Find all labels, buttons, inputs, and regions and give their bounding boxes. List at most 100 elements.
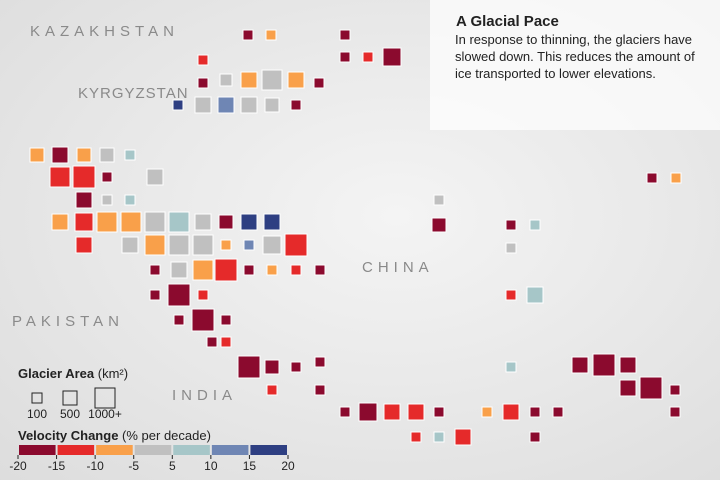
color-bin	[57, 445, 95, 455]
glacier-marker	[314, 356, 326, 368]
size-label: 500	[60, 407, 80, 421]
glacier-marker	[592, 353, 616, 377]
place-label: CHINA	[362, 259, 434, 276]
scale-label: 15	[243, 459, 257, 473]
glacier-marker	[505, 219, 517, 231]
glacier-marker	[261, 69, 283, 91]
glacier-marker	[124, 194, 136, 206]
glacier-marker	[124, 149, 136, 161]
glacier-marker	[505, 242, 517, 254]
glacier-marker	[481, 406, 493, 418]
glacier-marker	[191, 308, 215, 332]
color-bin	[173, 445, 210, 455]
glacier-marker	[670, 172, 682, 184]
glacier-marker	[220, 314, 232, 326]
scale-label: -5	[128, 459, 139, 473]
place-label: KAZAKHSTAN	[30, 23, 179, 40]
glacier-marker	[167, 283, 191, 307]
description-box: In response to thinning, the glaciers ha…	[455, 32, 695, 81]
glacier-marker	[76, 147, 92, 163]
scale-label: 20	[281, 459, 295, 473]
legend-title: Glacier Area (km²)	[18, 366, 128, 381]
glacier-marker	[290, 361, 302, 373]
glacier-marker	[358, 402, 378, 422]
glacier-marker	[505, 361, 517, 373]
glacier-marker	[242, 29, 254, 41]
glacier-marker	[149, 289, 161, 301]
velocity-title: Velocity Change	[18, 428, 118, 443]
glacier-marker	[220, 239, 232, 251]
glacier-marker	[314, 264, 326, 276]
glacier-marker	[173, 314, 185, 326]
place-label: KYRGYZSTAN	[78, 85, 189, 102]
glacier-marker	[619, 379, 637, 397]
glacier-marker	[646, 172, 658, 184]
glacier-marker	[51, 213, 69, 231]
glacier-marker	[263, 213, 281, 231]
glacier-marker	[243, 264, 255, 276]
glacier-marker	[669, 406, 681, 418]
scale-label: -20	[9, 459, 27, 473]
color-bin	[134, 445, 172, 455]
legend-title: Velocity Change (% per decade)	[18, 428, 211, 443]
glacier-marker	[339, 51, 351, 63]
size-swatch	[94, 387, 116, 409]
glacier-marker	[552, 406, 564, 418]
velocity-unit: (% per decade)	[122, 428, 211, 443]
glacier-marker	[101, 171, 113, 183]
glacier-marker	[529, 406, 541, 418]
glacier-marker	[172, 99, 184, 111]
glacier-marker	[284, 233, 308, 257]
glacier-marker	[287, 71, 305, 89]
glacier-marker	[101, 194, 113, 206]
size-swatch	[62, 390, 78, 406]
glacier-marker	[214, 258, 238, 282]
glacier-marker	[433, 431, 445, 443]
glacier-marker	[121, 236, 139, 254]
glacier-marker	[168, 234, 190, 256]
glacier-marker	[505, 289, 517, 301]
glacier-marker	[314, 384, 326, 396]
color-bin	[250, 445, 287, 455]
glacier-marker	[431, 217, 447, 233]
glacier-marker	[529, 431, 541, 443]
glacier-marker	[75, 236, 93, 254]
glacier-markers	[29, 29, 682, 446]
glacier-marker	[502, 403, 520, 421]
glacier-marker	[206, 336, 218, 348]
glacier-marker	[243, 239, 255, 251]
glacier-marker	[266, 384, 278, 396]
glacier-marker	[218, 214, 234, 230]
glacier-marker	[264, 359, 280, 375]
glacier-marker	[407, 403, 425, 421]
glacier-marker	[72, 165, 96, 189]
glacier-marker	[146, 168, 164, 186]
glacier-marker	[339, 406, 351, 418]
scale-label: 5	[169, 459, 176, 473]
size-swatch	[31, 392, 43, 404]
scale-label: 10	[204, 459, 218, 473]
size-label: 100	[27, 407, 47, 421]
glacier-marker	[433, 406, 445, 418]
glacier-marker	[454, 428, 472, 446]
glacier-marker	[410, 431, 422, 443]
color-bin	[19, 445, 56, 455]
glacier-marker	[192, 259, 214, 281]
glacier-marker	[194, 96, 212, 114]
glacier-marker	[170, 261, 188, 279]
title-panel	[430, 0, 720, 130]
title: A Glacial Pace	[456, 13, 559, 30]
color-bin	[211, 445, 249, 455]
glacier-marker	[168, 211, 190, 233]
glacier-marker	[362, 51, 374, 63]
glacier-marker	[120, 211, 142, 233]
glacier-marker	[382, 47, 402, 67]
glacier-marker	[49, 166, 71, 188]
glacier-marker	[266, 264, 278, 276]
area-unit: (km²)	[98, 366, 128, 381]
glacier-marker	[99, 147, 115, 163]
scale-label: -15	[48, 459, 66, 473]
glacier-marker	[29, 147, 45, 163]
glacier-marker	[219, 73, 233, 87]
glacier-marker	[217, 96, 235, 114]
